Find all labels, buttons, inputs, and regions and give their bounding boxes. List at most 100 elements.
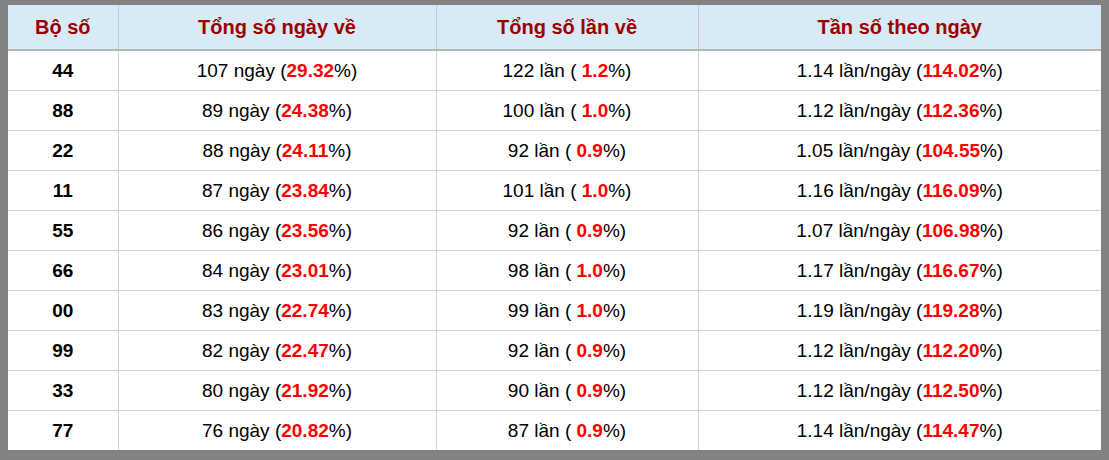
- times-pct: 0.9: [577, 340, 603, 361]
- freq-pct: 114.47: [922, 420, 979, 441]
- days-suffix: %): [329, 380, 352, 401]
- freq-text: 1.12 lần/ngày (: [797, 100, 923, 121]
- days-suffix: %): [329, 300, 352, 321]
- days-cell: 83 ngày (22.74%): [118, 291, 436, 331]
- pair-cell: 00: [8, 291, 118, 331]
- times-cell: 101 lần ( 1.0%): [436, 171, 698, 211]
- freq-suffix: %): [980, 340, 1003, 361]
- table-row: 33 80 ngày (21.92%) 90 lần ( 0.9%) 1.12 …: [8, 371, 1101, 411]
- days-suffix: %): [329, 180, 352, 201]
- pair-cell: 99: [8, 331, 118, 371]
- freq-pct: 116.09: [922, 180, 979, 201]
- days-text: 88 ngày (: [203, 140, 282, 161]
- freq-pct: 112.36: [922, 100, 979, 121]
- table-row: 66 84 ngày (23.01%) 98 lần ( 1.0%) 1.17 …: [8, 251, 1101, 291]
- days-suffix: %): [329, 220, 352, 241]
- freq-cell: 1.12 lần/ngày (112.50%): [698, 371, 1101, 411]
- table-row: 44 107 ngày (29.32%) 122 lần ( 1.2%) 1.1…: [8, 50, 1101, 91]
- pair-cell: 66: [8, 251, 118, 291]
- times-suffix: %): [608, 60, 631, 81]
- days-text: 83 ngày (: [202, 300, 281, 321]
- times-text: 90 lần (: [508, 380, 577, 401]
- lottery-stats-table: Bộ số Tổng số ngày về Tổng số lần về Tần…: [8, 5, 1101, 450]
- freq-pct: 112.50: [922, 380, 979, 401]
- times-pct: 0.9: [577, 220, 603, 241]
- days-text: 87 ngày (: [202, 180, 281, 201]
- freq-pct: 119.28: [922, 300, 979, 321]
- pair-cell: 33: [8, 371, 118, 411]
- freq-suffix: %): [980, 300, 1003, 321]
- freq-suffix: %): [980, 380, 1003, 401]
- pair-cell: 22: [8, 131, 118, 171]
- days-pct: 21.92: [281, 380, 329, 401]
- pair-cell: 44: [8, 50, 118, 91]
- days-pct: 24.38: [281, 100, 329, 121]
- freq-pct: 114.02: [922, 60, 979, 81]
- times-suffix: %): [603, 260, 626, 281]
- days-cell: 84 ngày (23.01%): [118, 251, 436, 291]
- days-cell: 76 ngày (20.82%): [118, 411, 436, 451]
- col-header-tan-so: Tần số theo ngày: [698, 5, 1101, 50]
- times-text: 99 lần (: [508, 300, 577, 321]
- times-text: 100 lần (: [503, 100, 582, 121]
- freq-text: 1.19 lần/ngày (: [797, 300, 923, 321]
- times-cell: 99 lần ( 1.0%): [436, 291, 698, 331]
- days-suffix: %): [334, 60, 357, 81]
- days-text: 80 ngày (: [202, 380, 281, 401]
- times-pct: 1.2: [582, 60, 608, 81]
- freq-suffix: %): [980, 100, 1003, 121]
- times-pct: 0.9: [577, 380, 603, 401]
- freq-cell: 1.17 lần/ngày (116.67%): [698, 251, 1101, 291]
- table-row: 00 83 ngày (22.74%) 99 lần ( 1.0%) 1.19 …: [8, 291, 1101, 331]
- table-body: 44 107 ngày (29.32%) 122 lần ( 1.2%) 1.1…: [8, 50, 1101, 450]
- days-cell: 87 ngày (23.84%): [118, 171, 436, 211]
- stats-table-frame: Bộ số Tổng số ngày về Tổng số lần về Tần…: [0, 0, 1109, 460]
- freq-suffix: %): [980, 260, 1003, 281]
- times-cell: 100 lần ( 1.0%): [436, 91, 698, 131]
- freq-pct: 116.67: [922, 260, 979, 281]
- freq-text: 1.17 lần/ngày (: [797, 260, 923, 281]
- times-text: 92 lần (: [508, 340, 577, 361]
- days-pct: 23.01: [281, 260, 329, 281]
- days-pct: 29.32: [287, 60, 335, 81]
- freq-pct: 112.20: [922, 340, 979, 361]
- times-suffix: %): [603, 340, 626, 361]
- table-row: 55 86 ngày (23.56%) 92 lần ( 0.9%) 1.07 …: [8, 211, 1101, 251]
- days-suffix: %): [329, 340, 352, 361]
- times-suffix: %): [603, 380, 626, 401]
- days-cell: 82 ngày (22.47%): [118, 331, 436, 371]
- days-text: 82 ngày (: [202, 340, 281, 361]
- times-pct: 0.9: [577, 140, 603, 161]
- days-cell: 86 ngày (23.56%): [118, 211, 436, 251]
- freq-text: 1.12 lần/ngày (: [797, 340, 923, 361]
- pair-value: 44: [52, 60, 73, 81]
- days-text: 107 ngày (: [197, 60, 287, 81]
- days-text: 86 ngày (: [202, 220, 281, 241]
- freq-pct: 104.55: [922, 140, 980, 161]
- freq-text: 1.05 lần/ngày (: [796, 140, 922, 161]
- pair-value: 66: [52, 260, 73, 281]
- table-row: 11 87 ngày (23.84%) 101 lần ( 1.0%) 1.16…: [8, 171, 1101, 211]
- days-text: 84 ngày (: [202, 260, 281, 281]
- days-pct: 22.74: [281, 300, 329, 321]
- freq-pct: 106.98: [922, 220, 980, 241]
- pair-cell: 88: [8, 91, 118, 131]
- freq-text: 1.12 lần/ngày (: [797, 380, 923, 401]
- times-cell: 92 lần ( 0.9%): [436, 331, 698, 371]
- freq-text: 1.07 lần/ngày (: [796, 220, 922, 241]
- times-cell: 87 lần ( 0.9%): [436, 411, 698, 451]
- col-header-ngay-ve: Tổng số ngày về: [118, 5, 436, 50]
- days-suffix: %): [329, 100, 352, 121]
- times-suffix: %): [603, 420, 626, 441]
- freq-cell: 1.14 lần/ngày (114.02%): [698, 50, 1101, 91]
- freq-cell: 1.07 lần/ngày (106.98%): [698, 211, 1101, 251]
- days-text: 89 ngày (: [202, 100, 281, 121]
- times-text: 122 lần (: [503, 60, 582, 81]
- freq-suffix: %): [980, 180, 1003, 201]
- times-cell: 98 lần ( 1.0%): [436, 251, 698, 291]
- times-text: 101 lần (: [503, 180, 582, 201]
- times-suffix: %): [603, 220, 626, 241]
- times-cell: 92 lần ( 0.9%): [436, 211, 698, 251]
- times-cell: 122 lần ( 1.2%): [436, 50, 698, 91]
- times-cell: 90 lần ( 0.9%): [436, 371, 698, 411]
